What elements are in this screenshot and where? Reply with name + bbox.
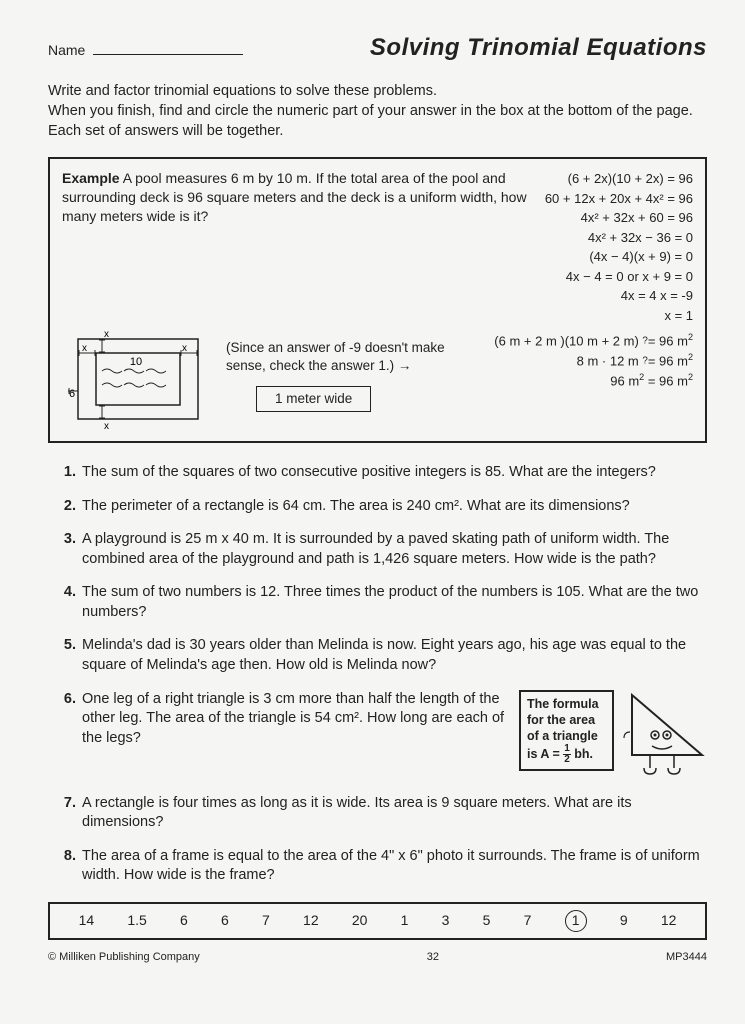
eq-line: (6 + 2x)(10 + 2x) = 96	[545, 169, 693, 189]
answer-value: 12	[303, 911, 319, 930]
answer-value: 12	[661, 911, 677, 930]
example-label: Example	[62, 170, 120, 186]
formula-line: of a triangle	[527, 728, 606, 744]
problem-7: 7. A rectangle is four times as long as …	[54, 794, 707, 833]
svg-text:6: 6	[69, 388, 75, 400]
check-line: (6 m + 2 m )(10 m + 2 m) ?= 96 m2	[494, 331, 693, 351]
check-line: 96 m2 = 96 m2	[494, 371, 693, 391]
instructions: Write and factor trinomial equations to …	[48, 82, 707, 141]
example-hint: (Since an answer of -9 doesn't make sens…	[226, 339, 486, 375]
svg-text:x: x	[182, 343, 187, 354]
answer-strip: 14 1.5 6 6 7 12 20 1 3 5 7 1 9 12	[48, 902, 707, 940]
problem-number: 1.	[54, 463, 76, 483]
triangle-character-icon	[622, 690, 707, 780]
problem-text: Melinda's dad is 30 years older than Mel…	[82, 636, 707, 675]
problems-list: 1. The sum of the squares of two consecu…	[48, 463, 707, 886]
problem-number: 2.	[54, 497, 76, 517]
example-text: A pool measures 6 m by 10 m. If the tota…	[62, 170, 527, 224]
problem-1: 1. The sum of the squares of two consecu…	[54, 463, 707, 483]
eq-line: 60 + 12x + 20x + 4x² = 96	[545, 189, 693, 209]
answer-value: 20	[352, 911, 368, 930]
example-answer: 1 meter wide	[256, 386, 371, 412]
instruction-line-1: Write and factor trinomial equations to …	[48, 82, 707, 102]
problem-5: 5. Melinda's dad is 30 years older than …	[54, 636, 707, 675]
answer-value: 7	[524, 911, 532, 930]
page-title: Solving Trinomial Equations	[370, 32, 707, 64]
answer-value: 9	[620, 911, 628, 930]
svg-text:10: 10	[130, 356, 142, 368]
instruction-line-2: When you finish, find and circle the num…	[48, 102, 707, 141]
formula-box: The formula for the area of a triangle i…	[519, 690, 614, 772]
answer-value: 1	[401, 911, 409, 930]
eq-line: 4x² + 32x − 36 = 0	[545, 228, 693, 248]
answer-value: 5	[483, 911, 491, 930]
answer-value-circled: 1	[565, 910, 587, 932]
name-input-line[interactable]	[93, 54, 243, 55]
header: Name Solving Trinomial Equations	[48, 32, 707, 64]
problem-6: 6. One leg of a right triangle is 3 cm m…	[54, 690, 707, 780]
problem-text: The sum of two numbers is 12. Three time…	[82, 583, 707, 622]
problem-number: 7.	[54, 794, 76, 833]
eq-line: x = 1	[545, 306, 693, 326]
name-label: Name	[48, 42, 85, 58]
formula-line: is A = 12 bh.	[527, 744, 606, 765]
publisher: © Milliken Publishing Company	[48, 950, 200, 965]
eq-line: 4x² + 32x + 60 = 96	[545, 208, 693, 228]
problem-number: 3.	[54, 530, 76, 569]
problem-text: The perimeter of a rectangle is 64 cm. T…	[82, 497, 707, 517]
formula-line: for the area	[527, 712, 606, 728]
example-check: (6 m + 2 m )(10 m + 2 m) ?= 96 m2 8 m · …	[494, 331, 693, 390]
example-box: Example A pool measures 6 m by 10 m. If …	[48, 157, 707, 443]
footer: © Milliken Publishing Company 32 MP3444	[48, 950, 707, 965]
svg-text:x: x	[82, 343, 87, 354]
problem-text: A rectangle is four times as long as it …	[82, 794, 707, 833]
answer-value: 6	[221, 911, 229, 930]
eq-line: 4x − 4 = 0 or x + 9 = 0	[545, 267, 693, 287]
formula-line: The formula	[527, 696, 606, 712]
answer-value: 7	[262, 911, 270, 930]
answer-value: 3	[442, 911, 450, 930]
answer-value: 14	[79, 911, 95, 930]
problem-8: 8. The area of a frame is equal to the a…	[54, 847, 707, 886]
problem-3: 3. A playground is 25 m x 40 m. It is su…	[54, 530, 707, 569]
eq-line: 4x = 4 x = -9	[545, 286, 693, 306]
name-field[interactable]: Name	[48, 41, 243, 60]
pool-diagram: 10 6 x x x x	[62, 331, 222, 431]
page-number: 32	[427, 950, 439, 965]
product-code: MP3444	[666, 950, 707, 965]
svg-text:x: x	[104, 421, 109, 431]
check-line: 8 m · 12 m ?= 96 m2	[494, 351, 693, 371]
svg-text:x: x	[104, 331, 109, 340]
problem-text: A playground is 25 m x 40 m. It is surro…	[82, 530, 707, 569]
problem-text: One leg of a right triangle is 3 cm more…	[82, 690, 511, 749]
problem-2: 2. The perimeter of a rectangle is 64 cm…	[54, 497, 707, 517]
problem-text: The area of a frame is equal to the area…	[82, 847, 707, 886]
problem-number: 8.	[54, 847, 76, 886]
problem-text: The sum of the squares of two consecutiv…	[82, 463, 707, 483]
problem-number: 6.	[54, 690, 76, 780]
problem-number: 5.	[54, 636, 76, 675]
problem-4: 4. The sum of two numbers is 12. Three t…	[54, 583, 707, 622]
answer-value: 6	[180, 911, 188, 930]
eq-line: (4x − 4)(x + 9) = 0	[545, 247, 693, 267]
example-equations: (6 + 2x)(10 + 2x) = 96 60 + 12x + 20x + …	[545, 169, 693, 325]
problem-number: 4.	[54, 583, 76, 622]
answer-value: 1.5	[127, 911, 146, 930]
